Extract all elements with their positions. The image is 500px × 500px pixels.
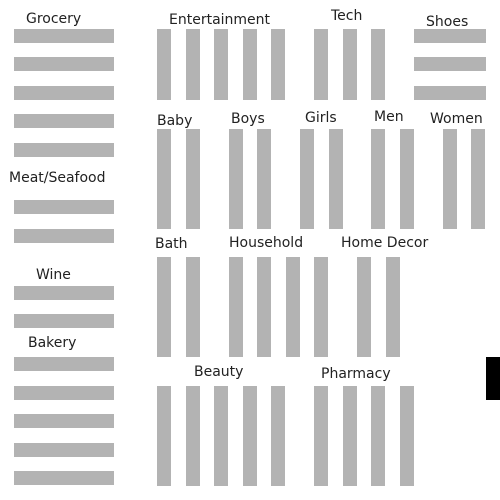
- shelf-beauty: [157, 386, 171, 486]
- shelf-men: [371, 129, 385, 229]
- shelf-bakery: [14, 443, 114, 457]
- shelf-men: [400, 129, 414, 229]
- shelf-girls: [329, 129, 343, 229]
- shelf-bath: [186, 257, 200, 357]
- shelf-pharmacy: [400, 386, 414, 486]
- shelf-bakery: [14, 357, 114, 371]
- label-bath: Bath: [155, 236, 188, 252]
- label-tech: Tech: [331, 8, 363, 24]
- shelf-entertainment: [186, 29, 200, 100]
- shelf-baby: [186, 129, 200, 229]
- shelf-tech: [371, 29, 385, 100]
- entrance-door-marker: [486, 357, 500, 400]
- label-boys: Boys: [231, 111, 265, 127]
- shelf-bakery: [14, 471, 114, 485]
- shelf-home-decor: [357, 257, 371, 357]
- shelf-wine: [14, 314, 114, 328]
- shelf-grocery: [14, 29, 114, 43]
- shelf-grocery: [14, 86, 114, 100]
- shelf-entertainment: [271, 29, 285, 100]
- shelf-bakery: [14, 386, 114, 400]
- shelf-shoes: [414, 29, 486, 43]
- label-meat-seafood: Meat/Seafood: [9, 170, 106, 186]
- shelf-wine: [14, 286, 114, 300]
- shelf-beauty: [243, 386, 257, 486]
- shelf-entertainment: [243, 29, 257, 100]
- shelf-home-decor: [386, 257, 400, 357]
- label-bakery: Bakery: [28, 335, 77, 351]
- shelf-beauty: [271, 386, 285, 486]
- label-women: Women: [430, 111, 483, 127]
- shelf-meat-seafood: [14, 229, 114, 243]
- shelf-shoes: [414, 57, 486, 71]
- shelf-boys: [229, 129, 243, 229]
- label-grocery: Grocery: [26, 11, 82, 27]
- shelf-household: [257, 257, 271, 357]
- shelf-pharmacy: [371, 386, 385, 486]
- shelf-tech: [343, 29, 357, 100]
- shelf-meat-seafood: [14, 200, 114, 214]
- shelf-boys: [257, 129, 271, 229]
- shelf-girls: [300, 129, 314, 229]
- shelf-beauty: [214, 386, 228, 486]
- label-men: Men: [374, 109, 404, 125]
- label-girls: Girls: [305, 110, 337, 126]
- shelf-bath: [157, 257, 171, 357]
- shelf-household: [314, 257, 328, 357]
- shelf-household: [286, 257, 300, 357]
- shelf-baby: [157, 129, 171, 229]
- shelf-grocery: [14, 143, 114, 157]
- shelf-grocery: [14, 114, 114, 128]
- shelf-bakery: [14, 414, 114, 428]
- shelf-beauty: [186, 386, 200, 486]
- shelf-shoes: [414, 86, 486, 100]
- label-home-decor: Home Decor: [341, 235, 429, 251]
- shelf-pharmacy: [314, 386, 328, 486]
- shelf-tech: [314, 29, 328, 100]
- label-shoes: Shoes: [426, 14, 469, 30]
- label-pharmacy: Pharmacy: [321, 366, 391, 382]
- shelf-entertainment: [214, 29, 228, 100]
- shelf-women: [471, 129, 485, 229]
- shelf-pharmacy: [343, 386, 357, 486]
- shelf-entertainment: [157, 29, 171, 100]
- label-household: Household: [229, 235, 304, 251]
- label-baby: Baby: [157, 113, 193, 129]
- shelf-women: [443, 129, 457, 229]
- shelf-household: [229, 257, 243, 357]
- label-wine: Wine: [36, 267, 71, 283]
- label-entertainment: Entertainment: [169, 12, 271, 28]
- label-beauty: Beauty: [194, 364, 244, 380]
- shelf-grocery: [14, 57, 114, 71]
